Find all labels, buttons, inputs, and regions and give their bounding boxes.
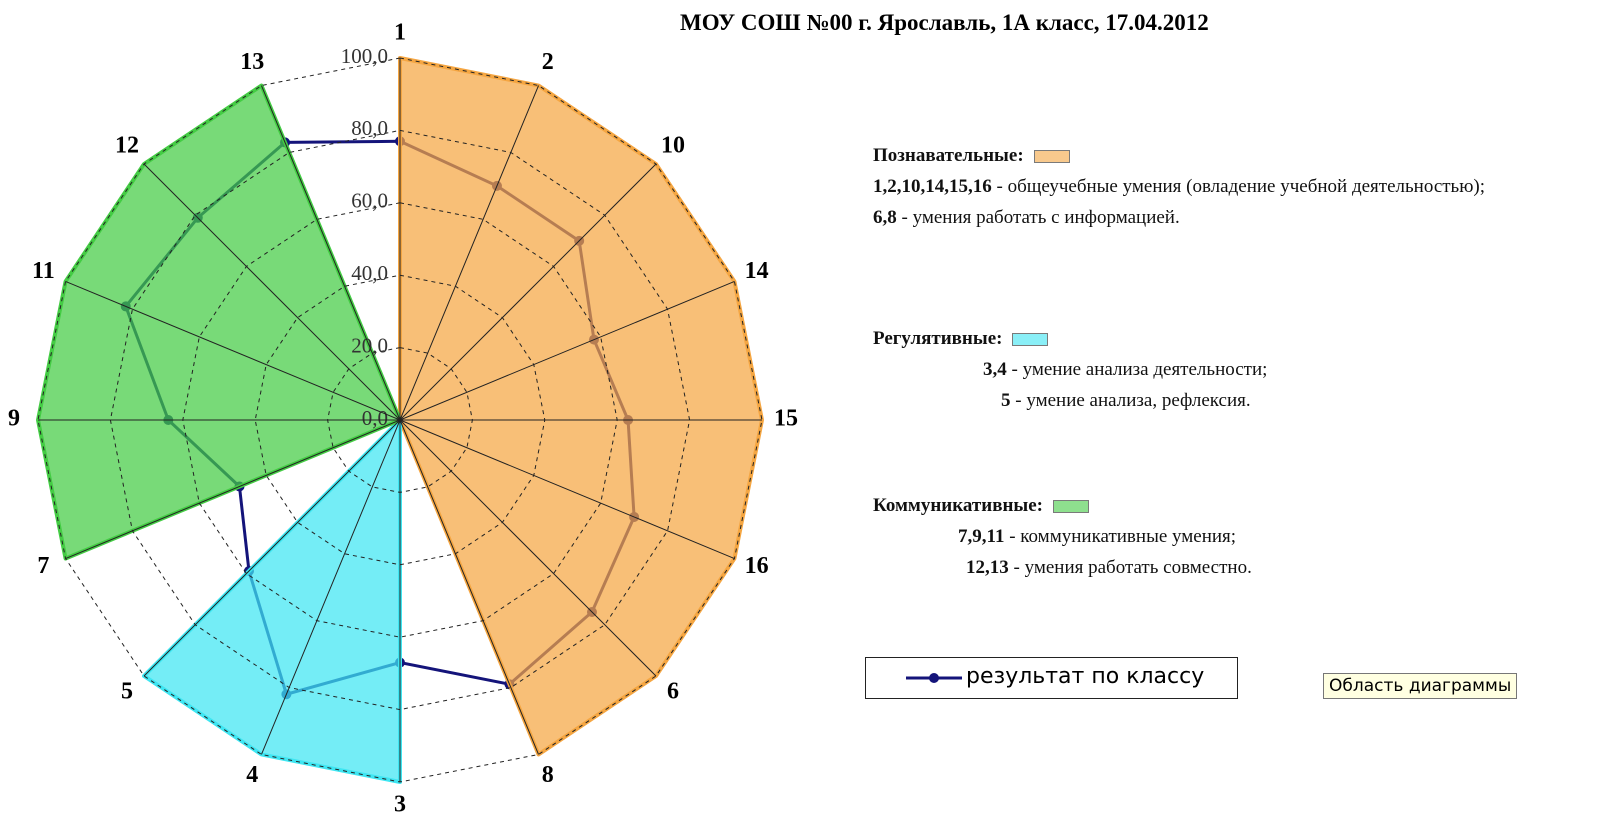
tick-label: 40,0 <box>351 261 388 285</box>
legend-group-title: Регулятивные: <box>873 323 1513 354</box>
note-key: 7,9,11 <box>958 526 1005 547</box>
spoke <box>65 419 401 559</box>
sector-area <box>398 56 764 757</box>
note-key: 1,2,10,14,15,16 <box>873 176 992 197</box>
tick-label: 60,0 <box>351 189 388 213</box>
category-label: 11 <box>32 258 55 284</box>
legend-label: Познавательные: <box>873 145 1024 166</box>
note-text: - умения работать совместно. <box>1008 557 1252 578</box>
line-legend: результат по классу <box>865 657 1238 699</box>
legend-note: 1,2,10,14,15,16 - общеучебные умения (ов… <box>873 171 1513 202</box>
legend-note: 3,4 - умение анализа деятельности; <box>873 354 1513 385</box>
legend-group: Регулятивные: 3,4 - умение анализа деятел… <box>873 323 1513 416</box>
category-label: 12 <box>115 133 139 159</box>
tooltip: Область диаграммы <box>1323 673 1518 699</box>
legend-swatch <box>1053 500 1089 514</box>
note-text: - умение анализа деятельности; <box>1006 359 1268 380</box>
note-text: - умение анализа, рефлексия. <box>1010 390 1251 411</box>
note-text: - умения работать с информацией. <box>896 207 1180 228</box>
category-label: 8 <box>542 762 554 788</box>
chart: 0,020,040,060,080,0100,01210141516683457… <box>8 20 798 818</box>
legend-note: 5 - умение анализа, рефлексия. <box>873 385 1513 416</box>
legend-label: Регулятивные: <box>873 328 1003 349</box>
grid-ring <box>182 202 618 638</box>
note-key: 3,4 <box>983 359 1007 380</box>
spoke <box>65 281 401 421</box>
chart-title: МОУ СОШ №00 г. Ярославль, 1А класс, 17.0… <box>680 10 1209 35</box>
category-label: 1 <box>394 20 406 46</box>
spoke <box>143 163 401 421</box>
note-key: 6,8 <box>873 207 897 228</box>
note-key: 5 <box>1001 390 1011 411</box>
category-label: 10 <box>661 133 685 159</box>
legend-group-title: Коммуникативные: <box>873 490 1513 521</box>
category-label: 15 <box>774 406 798 432</box>
note-text: - коммуникативные умения; <box>1004 526 1237 547</box>
category-label: 4 <box>246 762 258 788</box>
spoke <box>399 419 735 559</box>
note-text: - общеучебные умения (овладение учебной … <box>991 176 1486 197</box>
legend-line-icon <box>906 673 962 683</box>
spoke <box>143 419 401 677</box>
legend-note: 6,8 - умения работать с информацией. <box>873 202 1513 233</box>
category-label: 16 <box>745 553 769 579</box>
category-label: 6 <box>667 678 679 704</box>
legend-group-title: Познавательные: <box>873 140 1513 171</box>
category-label: 5 <box>121 678 133 704</box>
legend-swatch <box>1033 150 1070 164</box>
grid-ring <box>109 129 691 711</box>
legend-label: Коммуникативные: <box>873 495 1043 516</box>
category-label: 3 <box>394 792 406 818</box>
spoke <box>399 419 657 677</box>
category-label: 13 <box>240 49 264 75</box>
tick-label: 100,0 <box>341 44 388 68</box>
legend-note: 12,13 - умения работать совместно. <box>873 552 1513 583</box>
tick-label: 80,0 <box>351 116 388 140</box>
category-label: 7 <box>37 553 49 579</box>
note-key: 12,13 <box>966 557 1009 578</box>
category-label: 2 <box>542 49 554 75</box>
legend-group: Познавательные: 1,2,10,14,15,16 - общеуче… <box>873 140 1513 233</box>
legend-label: результат по классу <box>966 664 1205 689</box>
category-label: 9 <box>8 406 20 432</box>
spoke <box>261 85 401 421</box>
spoke <box>261 419 401 755</box>
category-label: 14 <box>745 258 769 284</box>
spoke <box>399 281 735 421</box>
legend-group: Коммуникативные: 7,9,11 - коммуникативные… <box>873 490 1513 583</box>
legend-swatch <box>1012 333 1049 347</box>
spoke <box>399 163 657 421</box>
legend-note: 7,9,11 - коммуникативные умения; <box>873 521 1513 552</box>
spoke <box>399 85 539 421</box>
spoke <box>399 419 539 755</box>
